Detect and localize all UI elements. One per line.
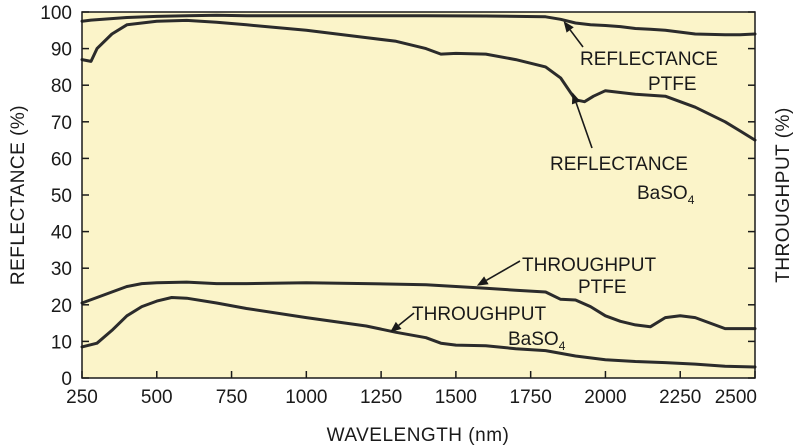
annotation-reflectance-baso4: REFLECTANCE BaSO4 — [550, 92, 695, 207]
x-tick-label: 750 — [216, 387, 248, 408]
y-tick-label: 80 — [51, 76, 72, 97]
annotation-text-line2: BaSO4 — [637, 183, 695, 207]
series-line-throughput-baso4 — [80, 296, 757, 369]
axes: 250 500 750 1000 1250 1500 1750 2000 2250 2500 0 10… — [40, 3, 757, 408]
x-axis-title: WAVELENGTH (nm) — [327, 425, 510, 446]
annotations: REFLECTANCE PTFE REFLECTANCE BaSO4 THROU… — [390, 21, 718, 353]
annotation-text-line2: PTFE — [648, 74, 697, 95]
y-axis-title-left: REFLECTANCE (%) — [8, 105, 29, 285]
arrowhead-reflectance-baso4 — [571, 92, 581, 105]
annotation-throughput-baso4: THROUGHPUT BaSO4 — [390, 304, 566, 353]
y-tick-label: 50 — [51, 186, 72, 207]
y-tick-label: 0 — [61, 369, 72, 390]
series-lines — [80, 13, 757, 369]
x-tick-label: 250 — [66, 387, 98, 408]
x-tick-label: 2000 — [584, 387, 626, 408]
x-tick-label: 500 — [141, 387, 173, 408]
x-tick-label: 2500 — [715, 387, 757, 408]
y-tick-label: 70 — [51, 113, 72, 134]
annotation-text-base: BaSO — [637, 183, 688, 204]
series-line-reflectance-ptfe — [80, 13, 757, 37]
annotation-text-line1: THROUGHPUT — [522, 255, 656, 276]
y-tick-label: 30 — [51, 259, 72, 280]
arrowhead-throughput-ptfe — [476, 276, 489, 286]
y-tick-label: 90 — [51, 40, 72, 61]
annotation-subscript: 4 — [688, 193, 695, 207]
annotation-reflectance-ptfe: REFLECTANCE PTFE — [563, 21, 718, 95]
annotation-subscript: 4 — [559, 339, 566, 353]
y-tick-label: 10 — [51, 332, 72, 353]
annotation-text-line2: PTFE — [578, 277, 627, 298]
arrow-reflectance-baso4 — [575, 102, 593, 149]
x-tick-label: 2250 — [659, 387, 701, 408]
x-tick-label: 1250 — [360, 387, 402, 408]
arrow-throughput-ptfe — [485, 260, 521, 281]
annotation-throughput-ptfe: THROUGHPUT PTFE — [476, 255, 656, 298]
series-line-reflectance-baso4 — [80, 18, 757, 142]
annotation-text-line1: REFLECTANCE — [580, 49, 718, 70]
x-tick-label: 1500 — [435, 387, 477, 408]
arrowhead-reflectance-ptfe — [563, 21, 574, 33]
x-tick-label: 1750 — [510, 387, 552, 408]
plot-background — [82, 12, 755, 378]
annotation-text-line2: BaSO4 — [508, 329, 566, 353]
annotation-text-base: BaSO — [508, 329, 559, 350]
arrow-reflectance-ptfe — [569, 29, 584, 48]
arrow-throughput-baso4 — [398, 312, 415, 326]
y-tick-label: 60 — [51, 149, 72, 170]
annotation-text-line1: THROUGHPUT — [412, 304, 546, 325]
series-line-throughput-ptfe — [80, 280, 757, 331]
y-tick-label: 40 — [51, 223, 72, 244]
y-axis-title-right: THROUGHPUT (%) — [773, 107, 794, 283]
annotation-text-line1: REFLECTANCE — [550, 154, 688, 175]
y-tick-label: 20 — [51, 296, 72, 317]
y-tick-label: 100 — [40, 3, 72, 24]
arrowhead-throughput-baso4 — [390, 321, 402, 333]
x-tick-label: 1000 — [285, 387, 327, 408]
